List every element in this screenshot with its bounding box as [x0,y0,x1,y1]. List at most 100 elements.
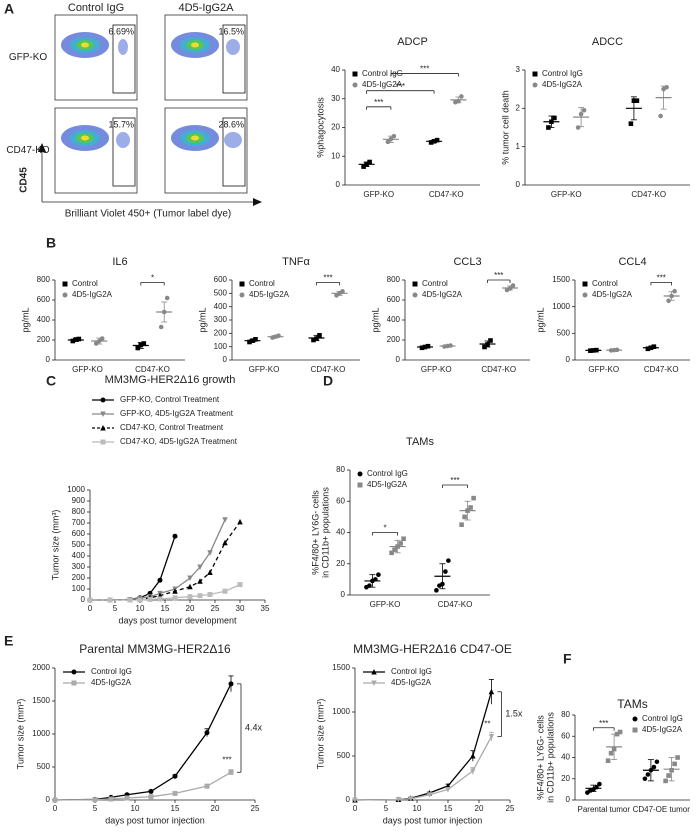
y-tick-label: 0 [46,795,51,804]
marker [137,597,143,603]
marker [107,597,113,603]
flow-y-label: CD45 [19,167,30,193]
y-tick-label: 40 [336,528,345,537]
marker [412,281,418,287]
significance-label: *** [599,719,608,728]
y-axis-label: % tumor cell death [500,90,510,165]
legend-label: GFP-KO, 4D5-IgG2A Treatment [120,409,234,418]
legend-label: GFP-KO, Control Treatment [120,395,220,404]
marker [108,796,114,802]
legend-label: Control IgG [362,69,403,78]
chart-title: TNFα [282,256,310,268]
marker [62,281,68,287]
marker [204,783,210,789]
y-tick-label: 40 [561,753,570,762]
chart-title: Parental MM3MG-HER2Δ16 [79,642,231,656]
marker [532,71,538,77]
marker [158,324,164,330]
marker [488,734,495,740]
marker [207,550,213,556]
marker [389,550,394,556]
marker [412,292,418,298]
marker [71,669,77,675]
gated-cells [118,39,128,55]
y-tick-label: 500 [214,288,228,297]
marker [675,755,680,760]
series-line [90,519,226,601]
marker [470,768,476,774]
y-tick-label: 30 [331,94,340,103]
y-axis-label: %phagocytosis [315,97,325,158]
x-tick-label: 25 [506,804,515,813]
marker [552,115,557,121]
y-axis-label: pg/mL [20,307,30,332]
marker [645,346,651,352]
series-line [54,683,232,801]
marker [172,533,178,539]
marker [488,338,493,343]
marker [642,776,648,782]
marker [510,283,516,288]
x-tick-label: 15 [444,804,453,813]
significance-label: ** [484,720,490,729]
marker [371,669,377,675]
series-line [354,736,492,801]
marker [239,292,245,298]
legend-label: CD47-KO, 4D5-IgG2A Treatment [120,437,238,446]
y-tick-label: 80 [336,465,345,474]
marker [666,298,671,304]
marker [135,345,141,351]
y-tick-label: 800 [72,507,86,516]
x-tick-label: CD47-OE tumor [633,805,691,814]
y-tick-label: 400 [387,315,401,324]
significance-label: *** [657,274,666,283]
y-tick-label: 60 [561,731,570,740]
marker [87,597,93,603]
marker [664,84,669,90]
marker [581,107,587,113]
legend-label: Control IgG [91,667,132,676]
marker [172,595,178,601]
marker [52,797,58,803]
y-tick-label: 20 [561,774,570,783]
x-tick-label: CD47-KO [135,365,170,374]
marker [398,541,403,546]
y-axis-label: pg/mL [535,307,545,332]
legend-label: Control [422,279,448,288]
flow-plot [54,14,138,101]
x-tick-label: 15 [161,604,170,613]
marker [157,577,163,583]
x-tick-label: 10 [136,604,145,613]
y-tick-label: 800 [387,275,401,284]
x-axis-label: days post tumor injection [105,815,205,825]
y-tick-label: 0 [46,355,51,364]
marker [376,572,381,577]
y-tick-label: 200 [214,328,228,337]
marker [546,125,551,130]
panel-letter: A [4,1,14,17]
y-tick-label: 0 [336,180,341,189]
density-cloud [191,42,199,48]
y-tick-label: 2000 [32,663,50,672]
x-tick-label: Parental tumor [578,805,631,814]
marker [352,71,358,77]
y-tick-label: 200 [72,573,86,582]
marker [340,289,345,294]
marker [361,164,366,169]
marker [658,113,663,119]
marker [401,536,406,542]
y-tick-label: 0 [566,355,571,364]
marker [92,797,98,803]
legend-label: 4D5-IgG2A [362,80,403,89]
legend-label: 4D5-IgG2A [592,290,633,299]
x-tick-label: CD47-KO [631,190,666,199]
marker [385,139,391,145]
marker [634,98,640,103]
marker [237,518,243,525]
marker [207,592,213,597]
series-line [354,691,493,801]
flow-plot [54,107,138,194]
y-tick-label: 400 [214,302,228,311]
y-tick-label: 0 [223,355,228,364]
